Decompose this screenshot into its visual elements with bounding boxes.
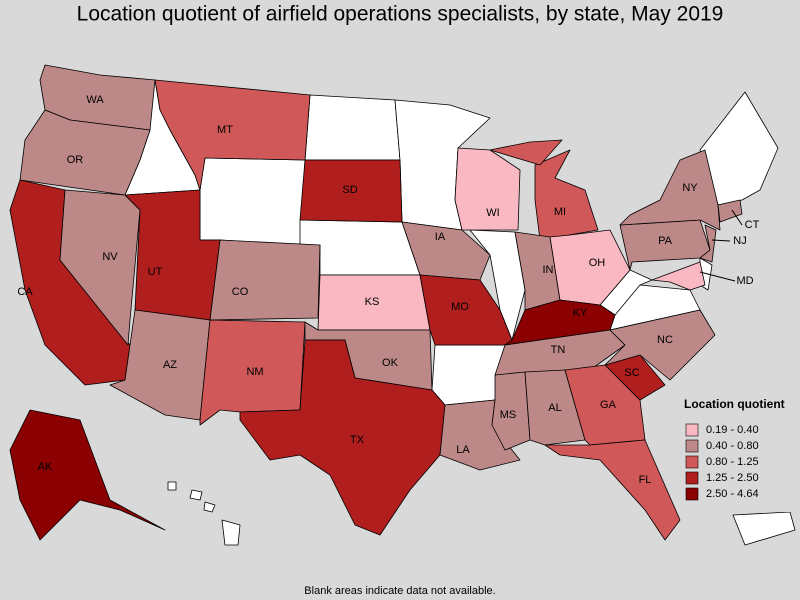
state-no-data	[221, 519, 241, 546]
state-label: NY	[682, 182, 698, 194]
leader-line	[731, 209, 743, 226]
state-label: PA	[658, 235, 673, 247]
state-label: AZ	[163, 359, 177, 371]
state	[209, 239, 321, 321]
state-label: MD	[736, 275, 753, 287]
legend-label: 0.40 - 0.80	[706, 440, 759, 452]
legend-label: 0.80 - 1.25	[706, 456, 759, 468]
map-title: Location quotient of airfield operations…	[77, 3, 724, 26]
footnote: Blank areas indicate data not available.	[304, 585, 495, 597]
state-label: OR	[67, 154, 84, 166]
state-label: MS	[500, 409, 517, 421]
state-label: NV	[102, 251, 118, 263]
state-no-data	[203, 501, 216, 513]
state-label: NJ	[733, 235, 746, 247]
legend-swatch	[685, 487, 699, 501]
state	[494, 329, 626, 376]
state	[544, 439, 681, 541]
state-label: MT	[217, 124, 233, 136]
state-label: TX	[350, 434, 365, 446]
state	[19, 109, 151, 196]
state	[199, 319, 306, 426]
state-label: OK	[382, 357, 399, 369]
legend-label: 0.19 - 0.40	[706, 424, 759, 436]
legend-swatch	[685, 471, 699, 485]
legend-swatch	[685, 423, 699, 437]
leader-line	[699, 271, 736, 282]
state	[9, 409, 166, 541]
state-label: CA	[17, 286, 33, 298]
state-label: OH	[589, 257, 606, 269]
state	[454, 147, 521, 231]
state	[717, 199, 743, 223]
state	[651, 261, 706, 291]
state-label: IN	[543, 264, 554, 276]
state	[699, 224, 717, 263]
legend: 0.19 - 0.40 0.40 - 0.80 0.80 - 1.25 1.25 - …	[685, 423, 759, 501]
state-label: MO	[451, 301, 469, 313]
state	[239, 339, 446, 536]
leader-line	[711, 239, 731, 242]
state-no-data	[431, 344, 506, 406]
state-no-data	[167, 481, 177, 491]
state	[619, 149, 721, 231]
state-label: LA	[456, 444, 470, 456]
no-data-states	[124, 79, 796, 546]
state-label: KS	[365, 296, 380, 308]
state	[401, 221, 491, 281]
state-label: FL	[639, 474, 652, 486]
legend-swatch	[685, 455, 699, 469]
state-label: SD	[342, 184, 357, 196]
state-label: AK	[38, 461, 53, 473]
state-label: UT	[148, 266, 163, 278]
state-label: NC	[657, 334, 673, 346]
legend-label: 1.25 - 2.50	[706, 472, 759, 484]
state-label: SC	[624, 367, 639, 379]
state-no-data	[732, 511, 796, 546]
state	[489, 139, 563, 166]
state	[534, 149, 599, 241]
state-label: WA	[86, 94, 104, 106]
state-label: CO	[232, 286, 249, 298]
state-labels: WA OR CA NV MT UT AZ CO NM SD KS OK TX IA MO LA WI MI IN OH…	[17, 94, 759, 486]
state-label: AL	[548, 402, 561, 414]
state	[604, 309, 716, 381]
state-label: CT	[745, 219, 760, 231]
legend-swatch	[685, 439, 699, 453]
state-label: KY	[573, 307, 588, 319]
state-label: TN	[551, 344, 566, 356]
state-label: WI	[486, 207, 499, 219]
legend-title: Location quotient	[684, 397, 785, 411]
states	[9, 64, 743, 541]
state-label: GA	[600, 399, 617, 411]
state-no-data	[189, 489, 203, 501]
state-label: IA	[435, 231, 446, 243]
legend-label: 2.50 - 4.64	[706, 488, 759, 500]
legend-box	[680, 392, 796, 512]
state-label: MI	[554, 206, 566, 218]
state-no-data	[304, 94, 401, 161]
state-label: NM	[246, 366, 263, 378]
state-no-data	[199, 157, 306, 246]
